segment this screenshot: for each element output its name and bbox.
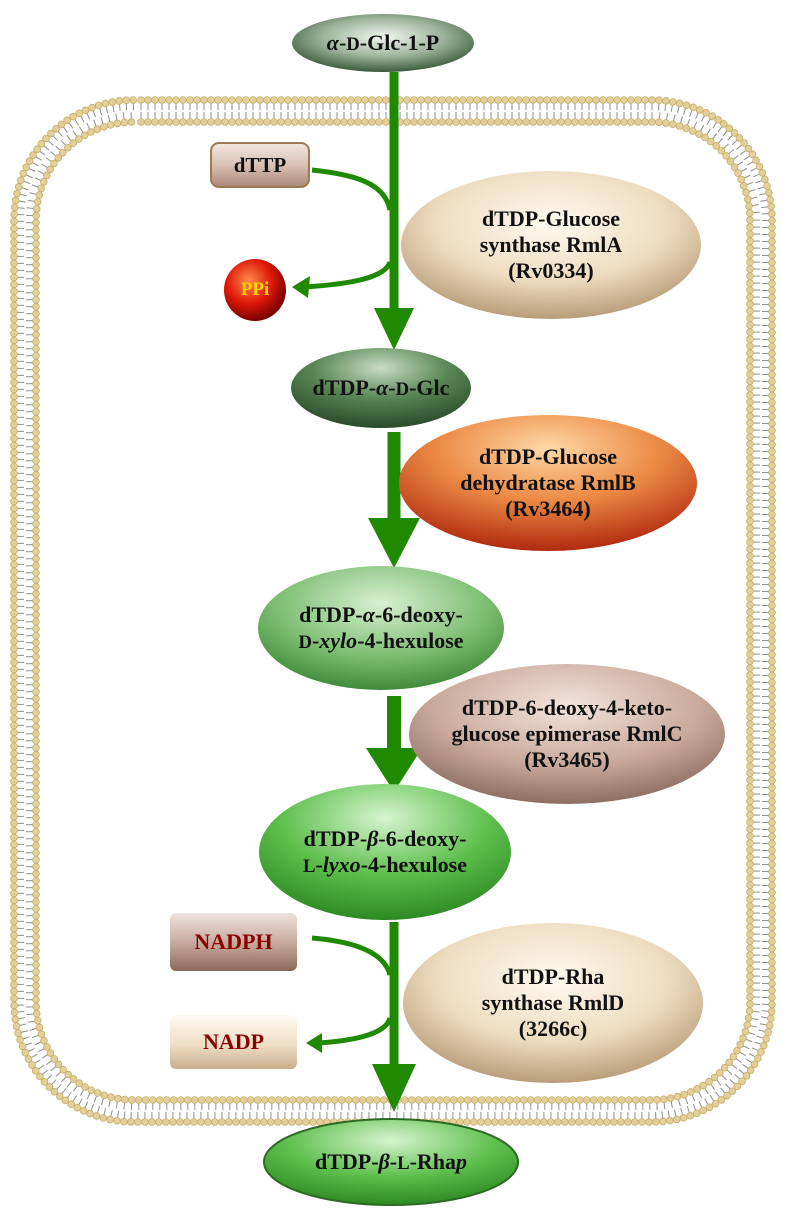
enzyme-rmlc-shape: [409, 664, 725, 804]
arrow-step2-head: [368, 518, 420, 568]
ppi-arrowhead: [292, 276, 310, 298]
enzyme-rmla-line2: synthase RmlA: [479, 232, 623, 258]
metabolite-rhap-shape: [263, 1118, 519, 1206]
ppi-output-curve: [304, 260, 393, 290]
enzyme-rmld-line2: synthase RmlD: [481, 990, 625, 1016]
enzyme-rmld-line1: dTDP-Rha: [501, 964, 605, 990]
metabolite-glc1p-label: α-D-Glc-1-P: [326, 29, 440, 55]
enzyme-rmlb-shape: [399, 415, 697, 551]
dttp-input-curve: [311, 167, 393, 211]
arrow-step4-head: [372, 1064, 416, 1112]
metabolite-hexulose1-shape: [258, 566, 504, 690]
enzyme-rmlb-line2: dehydratase RmlB: [460, 470, 636, 496]
membrane-tails: [17, 103, 769, 1119]
cofactor-nadp-label: NADP: [202, 1029, 265, 1055]
nadph-input-curve: [311, 935, 393, 976]
enzyme-rmlb-label: dTDP-Glucose dehydratase RmlB (Rv3464): [399, 436, 697, 530]
cofactor-ppi-label: PPi: [240, 278, 270, 300]
pathway-arrows: [292, 72, 422, 1112]
enzyme-rmld-line3: (3266c): [518, 1015, 588, 1041]
cofactor-nadph-shape: [170, 913, 297, 971]
enzyme-rmlc-line2: glucose epimerase RmlC: [451, 721, 683, 747]
enzyme-rmlc-line3: (Rv3465): [524, 746, 610, 772]
cofactor-ppi-shape: [224, 259, 286, 321]
metabolite-hexulose1-label: dTDP-α-6-deoxy- D-xylo-4-hexulose: [298, 601, 464, 653]
cofactor-dttp-label: dTTP: [233, 152, 287, 177]
metabolite-hexulose2-shape: [259, 784, 511, 920]
nadp-arrowhead: [306, 1033, 322, 1053]
enzyme-rmla-line3: (Rv0334): [508, 257, 594, 283]
enzyme-rmlc-label: dTDP-6-deoxy-4-keto- glucose epimerase R…: [409, 686, 725, 782]
enzyme-rmla-shape: [401, 171, 701, 319]
enzyme-rmla-line1: dTDP-Glucose: [481, 206, 621, 232]
metabolite-dtdp-glc-shape: [291, 348, 471, 428]
enzyme-rmla-label: dTDP-Glucose synthase RmlA (Rv0334): [401, 196, 701, 294]
glc1p-text: α-D-Glc-1-P: [0, 0, 1, 1]
arrow-step3-head: [366, 748, 422, 792]
metabolite-hexulose2-label: dTDP-β-6-deoxy- L-lyxo-4-hexulose: [302, 825, 467, 877]
enzyme-rmlb-line1: dTDP-Glucose: [478, 444, 618, 470]
metabolite-rhap-label: dTDP-β-L-Rhap: [314, 1148, 468, 1174]
cofactor-dttp-shape: [210, 142, 310, 188]
metabolite-glc1p-shape: [292, 14, 474, 72]
enzyme-rmlb-line3: (Rv3464): [505, 495, 591, 521]
cofactor-nadp-shape: [170, 1015, 297, 1069]
enzyme-rmlc-line1: dTDP-6-deoxy-4-keto-: [461, 695, 673, 721]
arrow-step1-head: [374, 308, 414, 350]
enzyme-rmld-label: dTDP-Rha synthase RmlD (3266c): [403, 955, 703, 1051]
metabolite-dtdp-glc-label: dTDP-α-D-Glc: [312, 374, 450, 400]
enzyme-rmld-shape: [403, 923, 703, 1083]
nadp-output-curve: [317, 1017, 393, 1046]
cofactor-nadph-label: NADPH: [194, 929, 273, 955]
